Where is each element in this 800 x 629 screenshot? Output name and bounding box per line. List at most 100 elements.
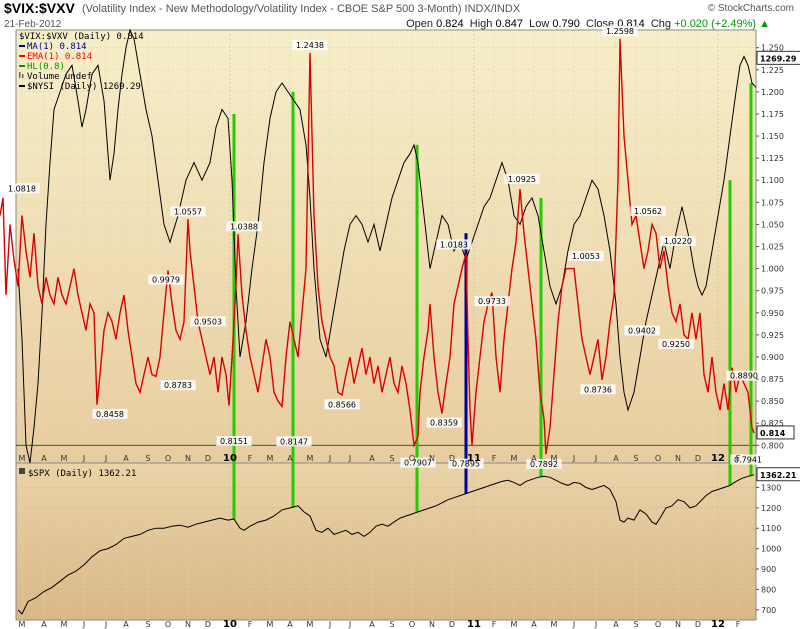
data-label: 0.7895 [452, 460, 480, 469]
top-x-month-label: F [492, 454, 497, 463]
data-label-bg [630, 205, 666, 216]
bottom-x-month-label: J [594, 620, 597, 629]
top-x-month-label: M [307, 454, 314, 463]
high-label: High [469, 18, 493, 30]
top-x-month-label: J [328, 454, 331, 463]
vix-vxv-ratio-line [0, 38, 755, 455]
top-x-month-label: O [409, 454, 415, 463]
bottom-x-month-label: 10 [223, 619, 237, 629]
data-label-bg [730, 454, 766, 465]
bottom-x-month-label: M [267, 620, 274, 629]
top-x-month-label: F [736, 454, 741, 463]
data-label: 0.8890 [730, 372, 758, 381]
top-x-month-label: N [429, 454, 435, 463]
spx-legend-entry: $SPX (Daily) 1362.21 [28, 469, 136, 479]
legend-volume-bar [22, 74, 24, 78]
data-label-bg [504, 173, 540, 184]
data-label: 0.8783 [164, 381, 192, 390]
data-label: 1.0388 [230, 222, 258, 231]
bottom-x-month-label: A [123, 620, 129, 629]
top-y-tick-label: 0.850 [761, 397, 784, 406]
chart-symbol-title: $VIX:$VXV [4, 0, 75, 16]
top-x-month-label: J [572, 454, 575, 463]
top-x-month-label: D [449, 454, 455, 463]
top-x-month-label: M [19, 454, 26, 463]
data-label: 0.9733 [478, 297, 506, 306]
top-x-month-label: S [389, 454, 394, 463]
legend-volume-bar [19, 72, 21, 78]
top-x-month-label: J [82, 454, 85, 463]
data-label-bg [602, 26, 638, 37]
data-label: 0.7892 [530, 460, 558, 469]
bottom-x-month-label: N [429, 620, 435, 629]
data-label: 0.9979 [152, 275, 180, 284]
last-nysi-label: 1269.29 [760, 54, 797, 63]
data-label-bg [170, 206, 206, 217]
bottom-x-month-label: D [695, 620, 701, 629]
data-label: 0.8359 [430, 419, 458, 428]
data-label-bg [624, 325, 660, 336]
chg-value: +0.020 (+2.49%) [674, 18, 757, 30]
data-label: 1.0562 [634, 207, 662, 216]
top-y-tick-label: 0.900 [761, 353, 784, 362]
bottom-x-month-label: N [185, 620, 191, 629]
bottom-x-month-label: M [551, 620, 558, 629]
bottom-x-month-label: S [145, 620, 150, 629]
data-label: 1.0053 [572, 252, 600, 261]
data-label: 0.8147 [280, 437, 308, 446]
high-value: 0.847 [495, 18, 523, 30]
nysi-line [17, 28, 757, 464]
bottom-y-tick-label: 1300 [761, 483, 781, 492]
top-x-month-label: D [695, 454, 701, 463]
chart-description: (Volatility Index - New Methodology/Vola… [82, 3, 521, 15]
bottom-panel-background [15, 462, 757, 621]
data-label: 1.2598 [606, 27, 634, 36]
bottom-x-month-label: F [248, 620, 253, 629]
data-label-bg [216, 435, 252, 446]
data-label: 1.0925 [508, 175, 536, 184]
top-x-month-label: J [594, 454, 597, 463]
last-nysi-label-box [756, 50, 800, 65]
bottom-x-month-label: D [205, 620, 211, 629]
legend-entry: $NYSI (Daily) 1269.29 [27, 82, 141, 92]
last-ratio-label-box [756, 425, 795, 440]
top-x-month-label: S [145, 454, 150, 463]
top-x-month-label: D [205, 454, 211, 463]
low-value: 0.790 [552, 18, 580, 30]
data-label: 1.0557 [174, 207, 202, 216]
data-label-bg [426, 417, 462, 428]
top-x-month-label: 11 [467, 453, 481, 464]
bottom-x-month-label: O [165, 620, 171, 629]
data-label: 0.8458 [96, 410, 124, 419]
bottom-y-tick-label: 900 [761, 565, 776, 574]
bottom-x-month-label: J [572, 620, 575, 629]
data-label: 0.7941 [734, 456, 762, 465]
top-x-month-label: M [551, 454, 558, 463]
data-label: 0.9250 [662, 340, 690, 349]
data-label-bg [324, 399, 360, 410]
bottom-x-month-label: 11 [467, 619, 481, 629]
data-label: 1.0220 [664, 237, 692, 246]
open-value: 0.824 [436, 18, 464, 30]
bottom-x-month-label: 12 [711, 619, 725, 629]
last-spx-label-box [756, 467, 800, 482]
top-x-month-label: 10 [223, 453, 237, 464]
bottom-x-month-label: A [613, 620, 619, 629]
last-ratio-label: 0.814 [760, 429, 786, 438]
spx-legend-swatch [19, 468, 25, 474]
top-x-month-label: N [185, 454, 191, 463]
bottom-x-month-label: O [655, 620, 661, 629]
top-x-month-label: O [655, 454, 661, 463]
top-y-tick-label: 0.925 [761, 331, 784, 340]
top-y-tick-label: 0.950 [761, 309, 784, 318]
top-y-tick-label: 1.250 [761, 44, 784, 53]
bottom-x-month-label: F [736, 620, 741, 629]
top-y-tick-label: 1.100 [761, 176, 784, 185]
data-label: 0.8151 [220, 437, 248, 446]
bottom-x-month-label: A [41, 620, 47, 629]
data-label-bg [276, 436, 312, 447]
last-spx-label: 1362.21 [760, 471, 797, 480]
top-x-month-label: F [248, 454, 253, 463]
